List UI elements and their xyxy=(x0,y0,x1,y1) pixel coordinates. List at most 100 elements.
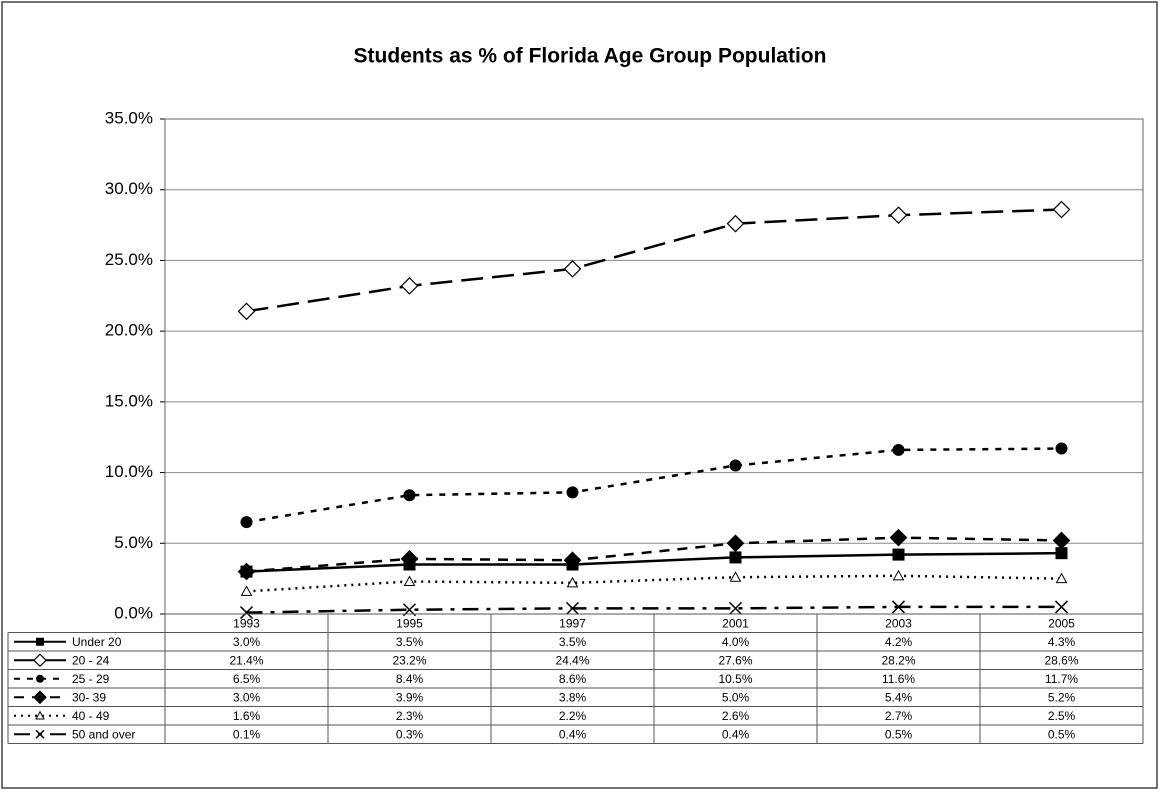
marker xyxy=(729,459,742,472)
table-cell: 0.4% xyxy=(559,727,587,741)
marker xyxy=(1055,572,1068,584)
y-tick-label: 25.0% xyxy=(105,250,153,269)
y-tick-label: 20.0% xyxy=(105,321,153,340)
table-cell: 2.6% xyxy=(722,709,750,723)
legend-label: Under 20 xyxy=(72,635,122,649)
marker xyxy=(563,260,582,278)
legend-label: 20 - 24 xyxy=(72,653,110,667)
table-cell: 3.5% xyxy=(559,635,587,649)
series-line xyxy=(246,605,1062,614)
marker xyxy=(729,571,742,582)
marker xyxy=(891,600,906,614)
y-tick-label: 30.0% xyxy=(105,179,153,198)
y-tick-label: 35.0% xyxy=(105,108,153,127)
table-cell: 4.0% xyxy=(722,635,750,649)
plot-border xyxy=(164,118,1144,615)
table-cell: 5.4% xyxy=(885,690,913,704)
table-cell: 8.6% xyxy=(559,672,587,686)
table-cell: 10.5% xyxy=(718,672,752,686)
legend-label: 25 - 29 xyxy=(72,672,110,686)
table-cell: 8.4% xyxy=(396,672,424,686)
marker xyxy=(1052,531,1071,550)
legend-marker xyxy=(36,637,44,646)
table-cell: 4.3% xyxy=(1048,635,1076,649)
x-tick-label: 1993 xyxy=(233,616,260,630)
table-cell: 3.8% xyxy=(559,690,587,704)
marker xyxy=(237,302,256,321)
table-cell: 5.2% xyxy=(1048,690,1076,704)
legend-label: 30- 39 xyxy=(72,690,106,704)
table-cell: 27.6% xyxy=(718,653,752,667)
marker xyxy=(889,528,908,547)
table-cell: 24.4% xyxy=(555,653,589,667)
marker xyxy=(403,489,416,502)
table-cell: 4.2% xyxy=(885,635,913,649)
series-line xyxy=(246,447,1062,524)
marker xyxy=(239,606,254,620)
marker xyxy=(1055,547,1068,560)
marker xyxy=(726,534,745,553)
marker xyxy=(566,486,579,499)
marker xyxy=(1052,200,1071,219)
table-cell: 2.5% xyxy=(1048,709,1076,723)
table-cell: 0.1% xyxy=(233,727,261,741)
table-cell: 5.0% xyxy=(722,690,750,704)
table-cell: 28.2% xyxy=(881,653,915,667)
marker xyxy=(728,601,743,615)
marker xyxy=(565,601,580,615)
table-cell: 11.7% xyxy=(1045,672,1078,686)
table-cell: 3.9% xyxy=(396,690,424,704)
marker xyxy=(240,585,253,596)
marker xyxy=(1054,600,1069,614)
table-cell: 1.6% xyxy=(233,709,261,723)
table-cell: 0.3% xyxy=(396,727,424,741)
y-tick-label: 15.0% xyxy=(105,391,153,410)
table-cell: 11.6% xyxy=(882,672,915,686)
marker xyxy=(729,551,742,564)
marker xyxy=(563,551,582,570)
y-tick-label: 0.0% xyxy=(114,603,153,622)
x-tick-label: 2001 xyxy=(722,616,749,630)
legend-label: 40 - 49 xyxy=(72,709,110,723)
marker xyxy=(237,562,256,581)
marker xyxy=(1055,442,1068,455)
x-tick-label: 1997 xyxy=(559,616,586,630)
table-cell: 21.4% xyxy=(229,653,263,667)
table-cell: 2.3% xyxy=(396,709,424,723)
y-tick-label: 5.0% xyxy=(114,533,153,552)
table-cell: 6.5% xyxy=(233,672,261,686)
marker xyxy=(403,575,416,586)
table-cell: 3.0% xyxy=(233,690,261,704)
table-cell: 0.4% xyxy=(722,727,750,741)
legend-marker xyxy=(36,674,44,683)
x-tick-label: 2003 xyxy=(885,616,912,630)
legend-marker xyxy=(33,653,47,668)
chart-title: Students as % of Florida Age Group Popul… xyxy=(354,45,827,68)
marker xyxy=(892,569,905,581)
marker xyxy=(892,443,905,456)
table-cell: 3.5% xyxy=(396,635,424,649)
marker xyxy=(240,516,253,529)
legend-marker xyxy=(33,690,47,705)
legend-marker xyxy=(35,729,45,739)
legend-label: 50 and over xyxy=(72,727,135,741)
marker xyxy=(566,576,579,588)
x-tick-label: 2005 xyxy=(1048,616,1075,630)
table-cell: 3.0% xyxy=(233,635,261,649)
y-tick-label: 10.0% xyxy=(105,462,153,481)
table-cell: 2.7% xyxy=(885,709,913,723)
table-cell: 0.5% xyxy=(885,727,913,741)
series-line xyxy=(246,208,1062,313)
table-cell: 23.2% xyxy=(392,653,426,667)
x-tick-label: 1995 xyxy=(396,616,423,630)
series-line xyxy=(246,551,1062,573)
marker xyxy=(400,277,419,295)
marker xyxy=(889,206,908,225)
marker xyxy=(892,548,905,561)
table-cell: 0.5% xyxy=(1048,727,1076,741)
table-cell: 28.6% xyxy=(1044,653,1078,667)
marker xyxy=(400,549,419,568)
